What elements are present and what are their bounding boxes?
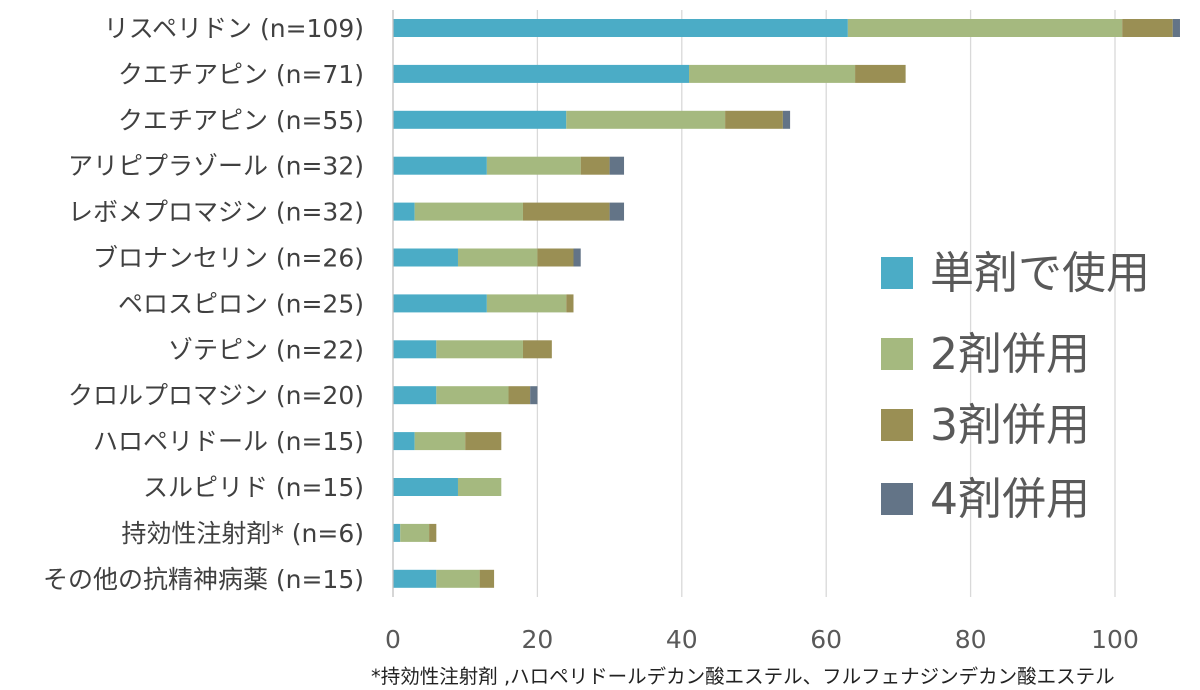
bar-segment [393, 294, 487, 313]
bar-segment [847, 19, 1123, 37]
category-label: クロルプロマジン (n=20) [68, 381, 364, 410]
bar-segment [436, 386, 509, 405]
bar-segment [393, 19, 848, 37]
bar-segment [393, 478, 458, 496]
bar-segment [782, 110, 791, 129]
legend-swatch [881, 338, 913, 370]
category-label: アリピプラゾール (n=32) [68, 152, 364, 181]
bar-segment [725, 110, 783, 129]
bar-segment [429, 523, 437, 542]
category-label: その他の抗精神病薬 (n=15) [43, 565, 364, 594]
category-label: スルピリド (n=15) [143, 473, 364, 502]
bar-segment [465, 432, 502, 451]
bar-segment [393, 340, 437, 359]
bar-segment [393, 202, 415, 221]
bar-segment [393, 432, 415, 451]
bar-segment [855, 64, 906, 83]
category-labels: リスペリドン (n=109) クエチアピン (n=71) クエチアピン (n=55)… [43, 14, 364, 594]
bar-segment [522, 202, 610, 221]
category-label: ペロスピロン (n=25) [118, 289, 364, 318]
legend: 単剤で使用 2剤併用 3剤併用 4剤併用 [881, 248, 1150, 525]
category-label: クエチアピン (n=71) [118, 60, 364, 89]
category-label: レボメプロマジン (n=32) [68, 198, 364, 227]
bar-segment [530, 386, 538, 405]
bar-segment [414, 432, 466, 451]
bar-segment [566, 294, 574, 313]
bar-segment [457, 478, 502, 496]
bar-segment [393, 110, 567, 129]
bar-segment [609, 156, 625, 175]
x-tick-label: 0 [385, 625, 401, 654]
bar-segment [689, 64, 856, 83]
x-tick-label: 20 [521, 625, 553, 654]
bars [393, 19, 1180, 588]
category-label: ゾテピン (n=22) [168, 335, 364, 364]
bar-segment [486, 156, 581, 175]
legend-label: 4剤併用 [930, 474, 1090, 525]
x-tick-label: 80 [955, 625, 987, 654]
bar-segment [393, 248, 458, 267]
bar-segment [457, 248, 538, 267]
legend-swatch [881, 257, 913, 289]
bar-segment [580, 156, 610, 175]
category-label: リスペリドン (n=109) [104, 14, 364, 43]
x-tick-label: 40 [666, 625, 698, 654]
legend-label: 単剤で使用 [930, 248, 1150, 299]
category-label: 持効性注射剤* (n=6) [121, 519, 364, 548]
bar-segment [522, 340, 552, 359]
bar-segment [393, 523, 401, 542]
bar-segment [566, 110, 726, 129]
bar-segment [400, 523, 430, 542]
bar-segment [479, 569, 495, 588]
bar-segment [537, 248, 574, 267]
bar-segment [1172, 19, 1180, 37]
gridlines [536, 10, 1116, 597]
category-label: クエチアピン (n=55) [118, 106, 364, 135]
category-label: ハロペリドール (n=15) [93, 427, 364, 456]
bar-segment [414, 202, 523, 221]
category-label: ブロナンセリン (n=26) [93, 244, 364, 273]
bar-segment [393, 569, 437, 588]
x-tick-label: 100 [1091, 625, 1139, 654]
bar-segment [486, 294, 567, 313]
bar-segment [436, 340, 523, 359]
footnote: *持効性注射剤 ,ハロペリドールデカン酸エステル、フルフェナジンデカン酸エステル [371, 665, 1115, 688]
legend-label: 3剤併用 [930, 400, 1090, 451]
bar-segment [1122, 19, 1173, 37]
bar-segment [508, 386, 531, 405]
legend-label: 2剤併用 [930, 329, 1090, 380]
legend-swatch [881, 409, 913, 441]
x-tick-label: 60 [810, 625, 842, 654]
bar-segment [436, 569, 480, 588]
x-tick-labels: 0 20 40 60 80 100 [385, 625, 1139, 654]
bar-segment [609, 202, 625, 221]
legend-swatch [881, 483, 913, 515]
bar-segment [573, 248, 581, 267]
bar-segment [393, 386, 437, 405]
bar-segment [393, 64, 690, 83]
bar-segment [393, 156, 487, 175]
